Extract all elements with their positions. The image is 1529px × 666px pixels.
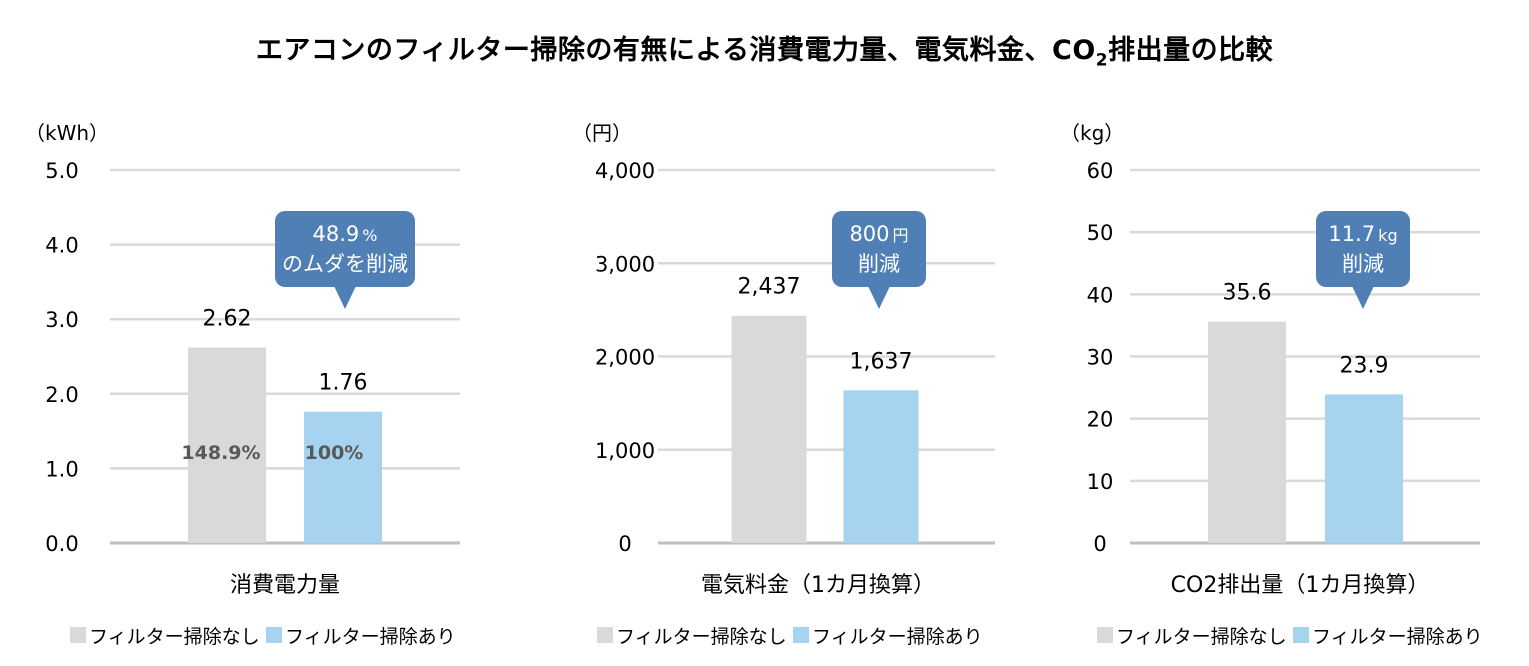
- y-tick-label: 20: [1087, 408, 1114, 432]
- callout-bubble: [275, 211, 415, 287]
- y-tick-label: 30: [1087, 346, 1114, 370]
- y-tick-label: 3,000: [595, 252, 655, 276]
- bar-no-clean: [731, 315, 807, 543]
- x-axis-label: 消費電力量: [230, 573, 340, 598]
- y-tick-label: 10: [1087, 470, 1114, 494]
- legend-label: フィルター掃除なし: [89, 626, 260, 648]
- y-axis-unit: （kg）: [1060, 121, 1124, 145]
- data-label: 2.62: [203, 307, 252, 332]
- y-tick-label: 50: [1087, 221, 1114, 245]
- chart-3: （kg） 0 10 20 30 40 50 60 35.6 23.9 11.7 kg 削減 CO2排出量（…: [1060, 121, 1483, 648]
- legend-label: フィルター掃除あり: [1312, 626, 1483, 648]
- y-tick-label: 1.0: [45, 457, 78, 481]
- y-tick-label: 60: [1087, 159, 1114, 183]
- callout-line1: 800 円: [849, 222, 908, 246]
- main-title: エアコンのフィルター掃除の有無による消費電力量、電気料金、CO2排出量の比較: [0, 28, 1529, 70]
- bar-percent-label: 148.9%: [181, 442, 260, 464]
- callout-pointer: [1352, 286, 1374, 309]
- data-label: 1.76: [319, 371, 368, 396]
- legend-label: フィルター掃除なし: [616, 626, 787, 648]
- callout-unit: kg: [1378, 226, 1397, 245]
- y-tick-label: 2.0: [45, 383, 78, 407]
- y-tick-label: 0: [618, 532, 631, 556]
- callout-pointer: [334, 286, 356, 309]
- callout-line1: 11.7 kg: [1328, 222, 1397, 246]
- callout-pointer: [868, 286, 890, 309]
- bar-no-clean: [1208, 321, 1286, 543]
- bar-no-clean: [188, 347, 266, 543]
- y-tick-label: 2,000: [595, 346, 655, 370]
- callout-number: 11.7: [1328, 222, 1375, 246]
- callout-line2: 削減: [1342, 252, 1384, 276]
- callout-line1: 48.9%: [313, 222, 378, 246]
- data-label: 23.9: [1340, 353, 1389, 378]
- legend-label: フィルター掃除あり: [285, 626, 456, 648]
- callout-number: 800: [849, 222, 889, 246]
- callout-number: 48.9: [313, 222, 360, 246]
- bar-clean: [1325, 394, 1403, 543]
- callout-line2: のムダを削減: [282, 252, 408, 276]
- legend-label: フィルター掃除あり: [812, 626, 983, 648]
- y-tick-label: 4,000: [595, 159, 655, 183]
- data-label: 1,637: [850, 349, 913, 374]
- x-axis-label: CO2排出量（1カ月換算）: [1171, 573, 1430, 598]
- legend-swatch-no-clean: [70, 627, 86, 643]
- legend-swatch-no-clean: [1097, 627, 1113, 643]
- data-label: 2,437: [738, 275, 801, 300]
- bar-clean: [843, 390, 919, 543]
- title-subscript: 2: [1095, 50, 1109, 71]
- chart-1: （kWh） 0.0 1.0 2.0 3.0 4.0 5.0 2.62 148.9% 1.76 100…: [25, 121, 460, 648]
- callout-line2: 削減: [858, 252, 900, 276]
- y-axis-unit: （kWh）: [25, 121, 109, 145]
- callout-unit: 円: [893, 226, 909, 245]
- y-tick-label: 0: [1093, 532, 1106, 556]
- data-label: 35.6: [1223, 281, 1272, 306]
- y-tick-label: 5.0: [45, 159, 78, 183]
- legend-swatch-clean: [266, 627, 282, 643]
- y-tick-label: 3.0: [45, 308, 78, 332]
- y-tick-label: 0.0: [45, 532, 78, 556]
- bar-clean: [304, 411, 382, 543]
- callout-bubble: [832, 211, 926, 287]
- bar-percent-label: 100%: [305, 442, 364, 464]
- y-tick-label: 1,000: [595, 439, 655, 463]
- x-axis-label: 電気料金（1カ月換算）: [701, 573, 935, 598]
- legend-label: フィルター掃除なし: [1116, 626, 1287, 648]
- title-text: エアコンのフィルター掃除の有無による消費電力量、電気料金、CO: [255, 35, 1096, 66]
- callout-bubble: [1316, 211, 1410, 287]
- y-axis-unit: （円）: [572, 121, 632, 145]
- chart-2: （円） 0 1,000 2,000 3,000 4,000 2,437 1,637 800 円削減…: [572, 121, 995, 648]
- title-tail: 排出量の比較: [1108, 35, 1274, 66]
- legend-swatch-clean: [793, 627, 809, 643]
- legend-swatch-clean: [1293, 627, 1309, 643]
- legend-swatch-no-clean: [597, 627, 613, 643]
- callout-unit: %: [362, 226, 377, 245]
- y-tick-label: 40: [1087, 283, 1114, 307]
- y-tick-label: 4.0: [45, 234, 78, 258]
